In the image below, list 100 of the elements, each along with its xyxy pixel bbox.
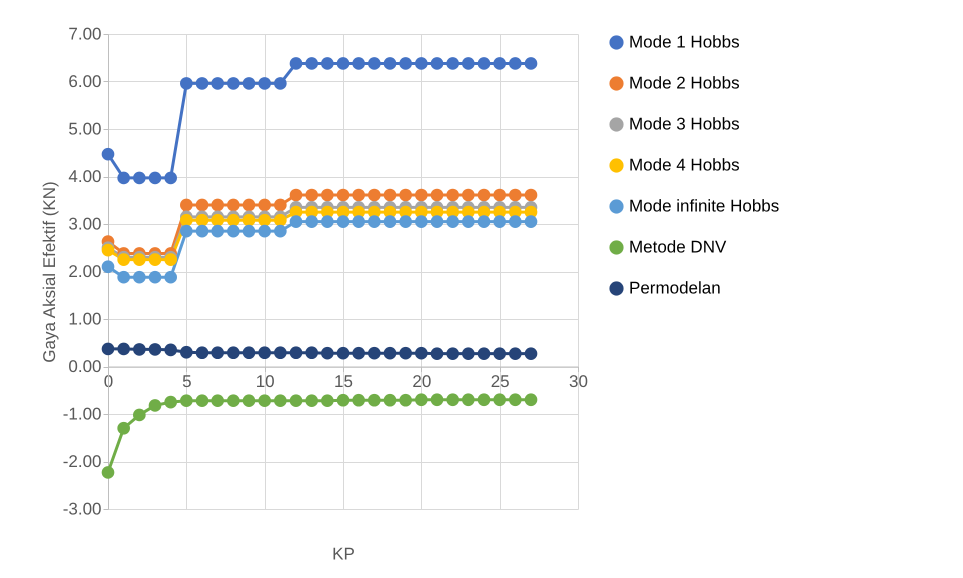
point (133, 253, 146, 266)
point (305, 188, 318, 202)
point (399, 57, 412, 70)
point (227, 214, 240, 227)
x-tick-label: 20 (412, 372, 432, 391)
y-axis-title: Gaya Aksial Efektif (KN) (40, 181, 59, 363)
point (462, 215, 475, 228)
point (524, 188, 538, 202)
point (352, 346, 365, 360)
point (321, 57, 334, 70)
point (227, 394, 240, 408)
point (399, 346, 412, 360)
y-tick-label: 3.00 (68, 214, 102, 234)
point (384, 57, 396, 70)
point (148, 253, 162, 266)
point (384, 215, 396, 228)
point (509, 188, 522, 202)
point (117, 342, 130, 356)
point (180, 198, 193, 212)
y-tick-label: 4.00 (68, 167, 102, 186)
point (509, 215, 522, 228)
point (321, 188, 334, 202)
point (242, 214, 256, 227)
legend-label: Mode 4 Hobbs (629, 156, 740, 174)
point (290, 346, 302, 360)
point (321, 346, 334, 360)
point (430, 393, 444, 406)
point (117, 422, 130, 435)
point (117, 172, 130, 184)
point (509, 393, 522, 406)
point (509, 57, 522, 70)
point (148, 172, 162, 184)
point (493, 347, 506, 360)
point (258, 77, 271, 90)
point (399, 215, 412, 228)
y-tick-label: 7.00 (68, 24, 102, 44)
legend-label: Metode DNV (629, 238, 727, 256)
legend-label: Mode 1 Hobbs (629, 32, 740, 52)
point (478, 57, 490, 70)
point (493, 393, 506, 406)
point (524, 215, 538, 228)
point (336, 188, 350, 202)
y-tick-label: -2.00 (62, 452, 102, 471)
legend-label: Mode 3 Hobbs (629, 114, 740, 134)
y-tick-label: 2.00 (68, 262, 102, 281)
point (430, 347, 444, 360)
point (493, 188, 506, 202)
point (274, 77, 287, 90)
point (321, 215, 334, 228)
point (196, 394, 208, 408)
point (211, 394, 224, 408)
point (211, 214, 224, 227)
point (180, 224, 193, 238)
point (102, 260, 114, 274)
legend-label: Mode infinite Hobbs (629, 196, 780, 216)
point (368, 394, 381, 407)
point (196, 224, 208, 238)
point (415, 188, 428, 202)
point (164, 344, 177, 356)
point (415, 215, 428, 228)
point (258, 346, 271, 360)
point (102, 342, 114, 356)
point (180, 346, 193, 359)
point (290, 188, 302, 202)
point (196, 77, 208, 90)
point (478, 393, 490, 406)
point (290, 394, 302, 408)
point (524, 347, 538, 360)
y-tick-label: 1.00 (68, 310, 102, 328)
point (274, 224, 287, 238)
point (258, 198, 271, 212)
point (399, 394, 412, 407)
point (211, 346, 224, 360)
legend-label: Permodelan (629, 278, 721, 298)
point (164, 270, 177, 284)
point (180, 394, 193, 408)
point (336, 215, 350, 228)
point (352, 188, 365, 202)
point (384, 188, 396, 202)
point (462, 57, 475, 70)
point (321, 394, 334, 408)
point (384, 346, 396, 360)
point (415, 346, 428, 360)
point (164, 396, 177, 408)
point (352, 57, 365, 70)
point (180, 77, 193, 90)
point (352, 394, 365, 407)
point (211, 77, 224, 90)
point (462, 347, 475, 360)
point (102, 244, 114, 256)
point (336, 346, 350, 360)
legend-label: Mode 2 Hobbs (629, 74, 740, 92)
point (117, 270, 130, 284)
y-tick-label: 0.00 (68, 357, 102, 376)
point (430, 57, 444, 70)
x-tick-label: 10 (256, 372, 275, 391)
point (446, 393, 459, 406)
point (368, 57, 381, 70)
point (133, 270, 146, 284)
point (258, 214, 271, 227)
